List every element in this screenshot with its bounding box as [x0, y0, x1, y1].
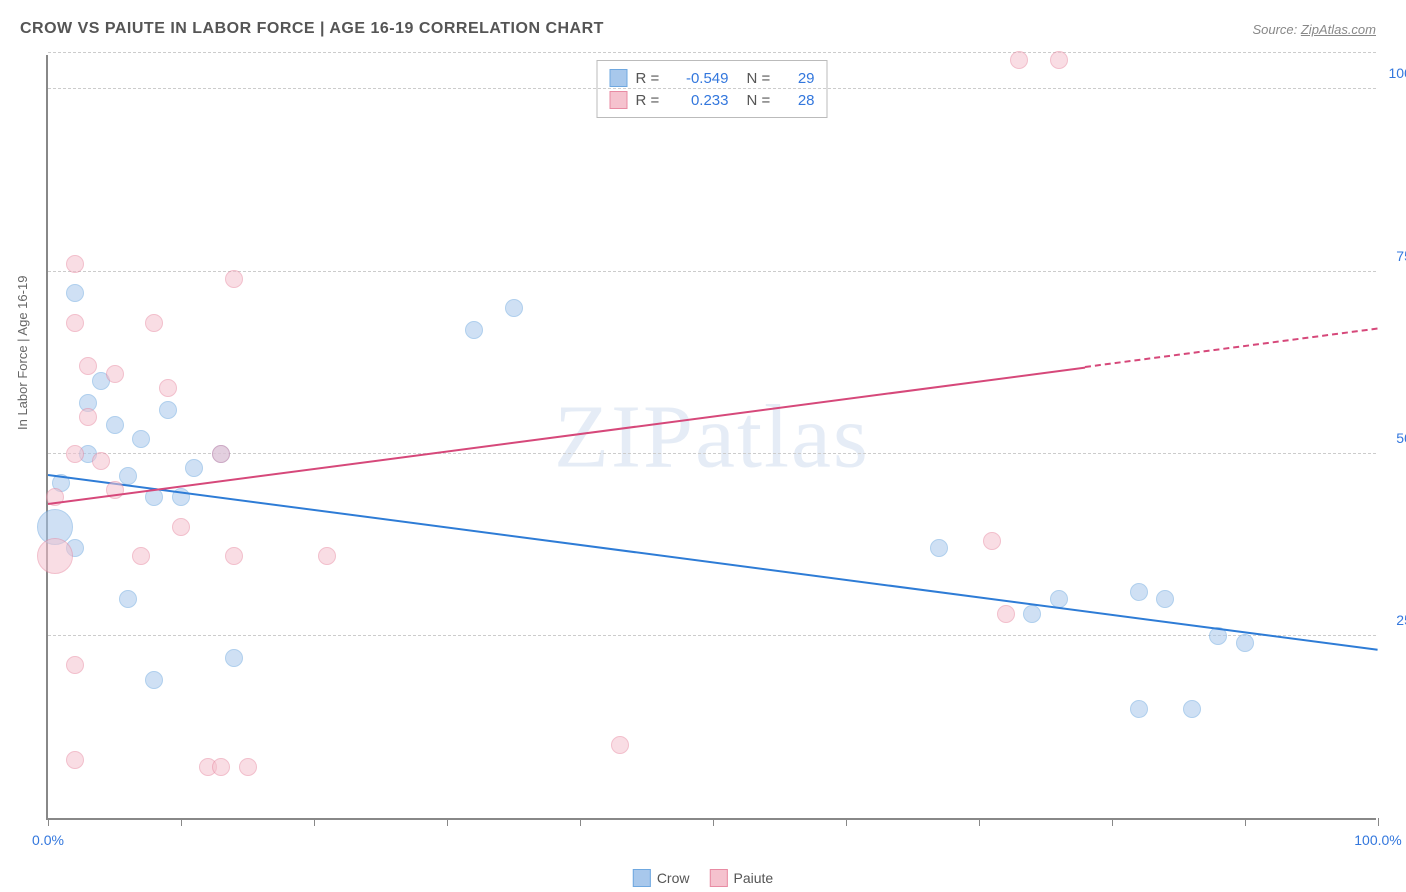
- scatter-point: [1183, 700, 1201, 718]
- stats-n-value: 29: [785, 70, 815, 87]
- chart-title: CROW VS PAIUTE IN LABOR FORCE | AGE 16-1…: [20, 20, 604, 38]
- scatter-point: [1236, 634, 1254, 652]
- scatter-point: [1130, 583, 1148, 601]
- scatter-point: [239, 758, 257, 776]
- stats-row: R = 0.233 N = 28: [610, 89, 815, 111]
- scatter-point: [505, 299, 523, 317]
- scatter-point: [66, 656, 84, 674]
- y-tick-label: 50.0%: [1396, 430, 1406, 446]
- x-tick: [979, 818, 980, 826]
- legend-swatch-paiute: [709, 869, 727, 887]
- scatter-point: [1130, 700, 1148, 718]
- scatter-point: [37, 538, 73, 574]
- scatter-point: [318, 547, 336, 565]
- scatter-point: [145, 314, 163, 332]
- y-tick-label: 25.0%: [1396, 612, 1406, 628]
- scatter-point: [1156, 590, 1174, 608]
- stats-n-label: N =: [747, 70, 777, 87]
- scatter-point: [185, 459, 203, 477]
- stats-swatch: [610, 69, 628, 87]
- trendline: [48, 474, 1378, 651]
- gridline: [48, 271, 1376, 272]
- scatter-point: [79, 408, 97, 426]
- scatter-point: [159, 401, 177, 419]
- x-tick: [314, 818, 315, 826]
- x-tick: [580, 818, 581, 826]
- stats-n-label: N =: [747, 92, 777, 109]
- scatter-point: [66, 751, 84, 769]
- x-tick: [181, 818, 182, 826]
- x-tick-label: 0.0%: [32, 832, 64, 848]
- chart-container: CROW VS PAIUTE IN LABOR FORCE | AGE 16-1…: [0, 0, 1406, 892]
- scatter-point: [1050, 51, 1068, 69]
- chart-plot-area: ZIPatlas R =-0.549N =29R =0.233N =28 25.…: [46, 55, 1376, 820]
- x-tick: [1378, 818, 1379, 826]
- x-tick: [713, 818, 714, 826]
- stats-n-value: 28: [785, 92, 815, 109]
- scatter-point: [1010, 51, 1028, 69]
- source-link[interactable]: ZipAtlas.com: [1301, 22, 1376, 37]
- scatter-point: [145, 671, 163, 689]
- scatter-point: [1023, 605, 1041, 623]
- gridline: [48, 453, 1376, 454]
- legend-label-paiute: Paiute: [733, 870, 773, 886]
- scatter-point: [66, 445, 84, 463]
- trendline: [48, 366, 1086, 504]
- stats-swatch: [610, 91, 628, 109]
- scatter-point: [611, 736, 629, 754]
- gridline: [48, 52, 1376, 53]
- x-tick: [846, 818, 847, 826]
- y-axis-label: In Labor Force | Age 16-19: [15, 276, 30, 430]
- scatter-point: [172, 518, 190, 536]
- scatter-point: [225, 547, 243, 565]
- scatter-point: [930, 539, 948, 557]
- stats-r-value: -0.549: [674, 70, 729, 87]
- scatter-point: [66, 255, 84, 273]
- scatter-point: [225, 270, 243, 288]
- legend-swatch-crow: [633, 869, 651, 887]
- scatter-point: [119, 467, 137, 485]
- x-tick: [1112, 818, 1113, 826]
- x-tick: [48, 818, 49, 826]
- scatter-point: [79, 357, 97, 375]
- scatter-point: [212, 445, 230, 463]
- x-tick: [447, 818, 448, 826]
- y-tick-label: 75.0%: [1396, 248, 1406, 264]
- stats-r-value: 0.233: [674, 92, 729, 109]
- scatter-point: [132, 547, 150, 565]
- scatter-point: [212, 758, 230, 776]
- scatter-point: [225, 649, 243, 667]
- source-prefix: Source:: [1252, 22, 1300, 37]
- legend: Crow Paiute: [633, 869, 773, 887]
- legend-item-paiute: Paiute: [709, 869, 773, 887]
- gridline: [48, 88, 1376, 89]
- x-tick: [1245, 818, 1246, 826]
- scatter-point: [106, 416, 124, 434]
- legend-label-crow: Crow: [657, 870, 690, 886]
- scatter-point: [119, 590, 137, 608]
- scatter-point: [66, 314, 84, 332]
- scatter-point: [997, 605, 1015, 623]
- stats-r-label: R =: [636, 92, 666, 109]
- scatter-point: [106, 365, 124, 383]
- stats-r-label: R =: [636, 70, 666, 87]
- legend-item-crow: Crow: [633, 869, 690, 887]
- scatter-point: [92, 452, 110, 470]
- gridline: [48, 635, 1376, 636]
- source-attribution: Source: ZipAtlas.com: [1252, 22, 1376, 37]
- scatter-point: [465, 321, 483, 339]
- scatter-point: [66, 284, 84, 302]
- scatter-point: [983, 532, 1001, 550]
- trendline: [1085, 328, 1378, 368]
- y-tick-label: 100.0%: [1389, 65, 1406, 81]
- scatter-point: [132, 430, 150, 448]
- stats-row: R = -0.549 N = 29: [610, 67, 815, 89]
- scatter-point: [159, 379, 177, 397]
- x-tick-label: 100.0%: [1354, 832, 1401, 848]
